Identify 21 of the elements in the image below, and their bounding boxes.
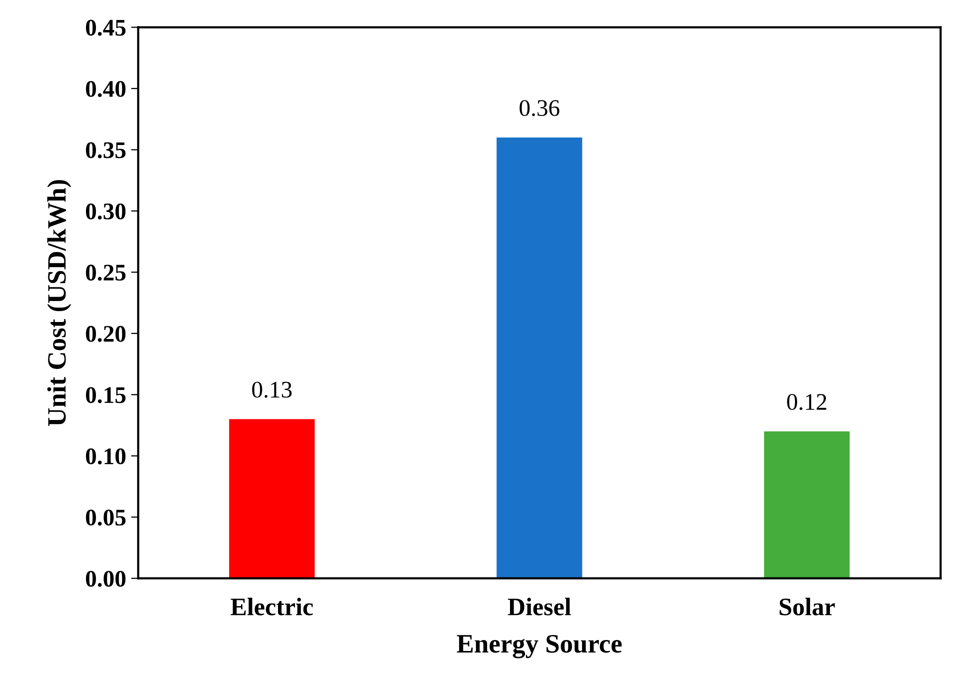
y-tick-label: 0.15 — [86, 387, 126, 404]
y-tick-label: 0.00 — [86, 570, 126, 587]
data-label: 0.36 — [520, 100, 560, 116]
bar — [229, 419, 315, 578]
data-label: 0.13 — [252, 382, 292, 398]
y-tick-label: 0.20 — [86, 326, 126, 342]
y-tick-label: 0.10 — [86, 448, 126, 464]
x-tick-label: Electric — [230, 598, 313, 616]
data-label: 0.12 — [787, 394, 826, 410]
y-tick-label: 0.30 — [86, 203, 126, 220]
y-tick-label: 0.05 — [86, 510, 126, 526]
y-tick-label: 0.40 — [86, 81, 126, 98]
y-axis-title: Unit Cost (USD/kWh) — [47, 180, 72, 426]
y-tick-label: 0.35 — [86, 142, 126, 158]
bar — [764, 431, 850, 578]
bar — [496, 137, 582, 578]
y-tick-label: 0.25 — [86, 264, 126, 281]
x-axis-title: Energy Source — [456, 634, 622, 658]
x-tick-label: Diesel — [508, 598, 571, 616]
y-tick-label: 0.45 — [86, 20, 126, 36]
x-tick-label: Solar — [780, 598, 835, 616]
